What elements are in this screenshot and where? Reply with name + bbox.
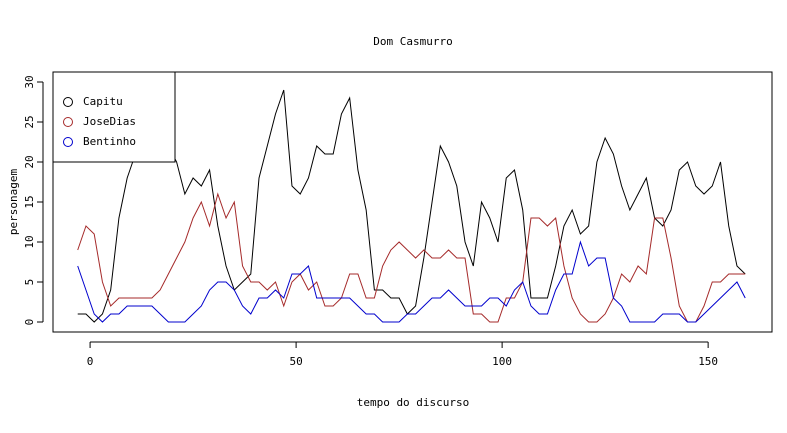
y-tick-label: 10 xyxy=(23,235,36,248)
x-tick-label: 0 xyxy=(87,355,94,368)
y-tick-label: 15 xyxy=(23,195,36,208)
legend-box xyxy=(52,71,176,163)
legend-label: Bentinho xyxy=(83,135,136,148)
plot-frame xyxy=(52,71,773,333)
series-line xyxy=(77,240,746,323)
y-tick-label: 20 xyxy=(23,155,36,168)
legend-marker xyxy=(63,97,73,107)
y-axis-label: personagem xyxy=(7,169,20,236)
legend-marker xyxy=(63,137,73,147)
series-line xyxy=(77,89,746,323)
y-tick-label: 5 xyxy=(23,279,36,286)
x-axis-label: tempo do discurso xyxy=(357,396,470,409)
x-tick-label: 150 xyxy=(698,355,718,368)
chart-title: Dom Casmurro xyxy=(373,35,452,48)
y-tick-label: 30 xyxy=(23,75,36,88)
legend-label: Capitu xyxy=(83,95,123,108)
series-line xyxy=(77,192,746,323)
x-tick-label: 100 xyxy=(492,355,512,368)
x-tick-label: 50 xyxy=(289,355,302,368)
legend-label: JoseDias xyxy=(83,115,136,128)
legend-marker xyxy=(63,117,73,127)
y-tick-label: 0 xyxy=(23,319,36,326)
y-tick-label: 25 xyxy=(23,115,36,128)
